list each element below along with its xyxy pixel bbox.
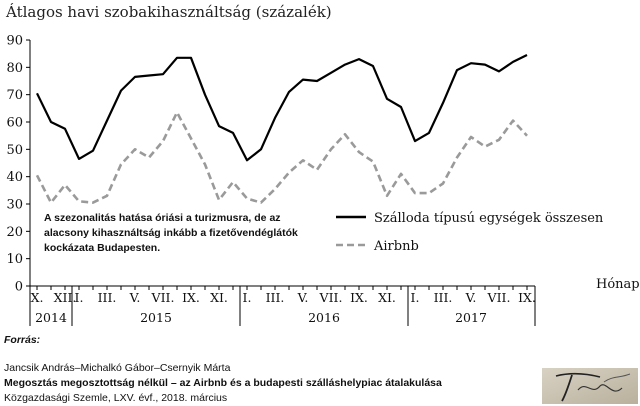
x-tick-label: V. bbox=[297, 290, 309, 305]
x-tick-label: XII. bbox=[54, 290, 77, 305]
series-line-hotel bbox=[36, 54, 528, 162]
occupancy-chart: Átlagos havi szobakihasználtság (százalé… bbox=[5, 3, 640, 326]
x-tick-label: I. bbox=[75, 290, 84, 305]
source-title: Megosztás megosztottság nélkül – az Airb… bbox=[4, 377, 442, 389]
y-tick-label: 0 bbox=[15, 280, 23, 295]
y-tick-label: 90 bbox=[6, 34, 23, 49]
x-tick-label: IX. bbox=[350, 290, 368, 305]
x-tick-label: III. bbox=[98, 290, 117, 305]
x-tick-label: V. bbox=[465, 290, 477, 305]
series-line-airbnb bbox=[35, 111, 528, 204]
source-journal: Közgazdasági Szemle, LXV. évf., 2018. má… bbox=[4, 392, 228, 404]
y-tick-label: 40 bbox=[6, 170, 23, 185]
x-tick-label: XI. bbox=[378, 290, 396, 305]
chart-annotation: A szezonalitás hatása óriási a turizmusr… bbox=[44, 212, 298, 254]
year-label: 2016 bbox=[308, 310, 340, 325]
year-label: 2017 bbox=[455, 310, 487, 325]
x-tick-label: IX. bbox=[518, 290, 536, 305]
x-tick-label: I. bbox=[411, 290, 420, 305]
y-tick-label: 50 bbox=[6, 143, 23, 158]
x-tick-label: V. bbox=[129, 290, 141, 305]
journal-logo bbox=[542, 368, 638, 404]
y-axis-ticks: 0 10 20 30 40 50 60 70 80 90 bbox=[6, 34, 31, 295]
x-axis: X. XII.I. III. V. VII. IX. XI. I. III. V. VII. IX. X… bbox=[29, 285, 536, 326]
source-authors: Jancsik András–Michalkó Gábor–Csernyik M… bbox=[4, 362, 231, 374]
chart-title: Átlagos havi szobakihasználtság (százalé… bbox=[5, 3, 332, 21]
x-tick-label: VII. bbox=[151, 290, 175, 305]
y-tick-label: 60 bbox=[6, 116, 23, 131]
x-tick-label: VII. bbox=[319, 290, 343, 305]
y-tick-label: 30 bbox=[6, 198, 23, 213]
x-tick-label: VII. bbox=[487, 290, 511, 305]
legend-label-airbnb: Airbnb bbox=[373, 239, 419, 254]
legend-label-hotel: Szálloda típusú egységek összesen bbox=[374, 211, 604, 226]
x-tick-label: XI. bbox=[210, 290, 228, 305]
x-tick-label: X. bbox=[31, 290, 44, 305]
x-tick-label: III. bbox=[266, 290, 285, 305]
x-axis-label: Hónap bbox=[596, 277, 640, 292]
y-tick-label: 20 bbox=[6, 225, 23, 240]
year-label: 2014 bbox=[35, 310, 67, 325]
y-tick-label: 10 bbox=[6, 252, 23, 267]
source-label: Forrás: bbox=[4, 334, 41, 346]
y-tick-label: 70 bbox=[6, 88, 23, 103]
series-layer bbox=[35, 54, 528, 204]
x-tick-label: I. bbox=[243, 290, 252, 305]
x-tick-label: IX. bbox=[182, 290, 200, 305]
legend: Szálloda típusú egységek összesen Airbnb bbox=[336, 211, 604, 254]
x-tick-label: III. bbox=[434, 290, 453, 305]
year-label: 2015 bbox=[140, 310, 172, 325]
annotation-text: A szezonalitás hatása óriási a turizmusr… bbox=[44, 212, 298, 254]
y-tick-label: 80 bbox=[6, 61, 23, 76]
